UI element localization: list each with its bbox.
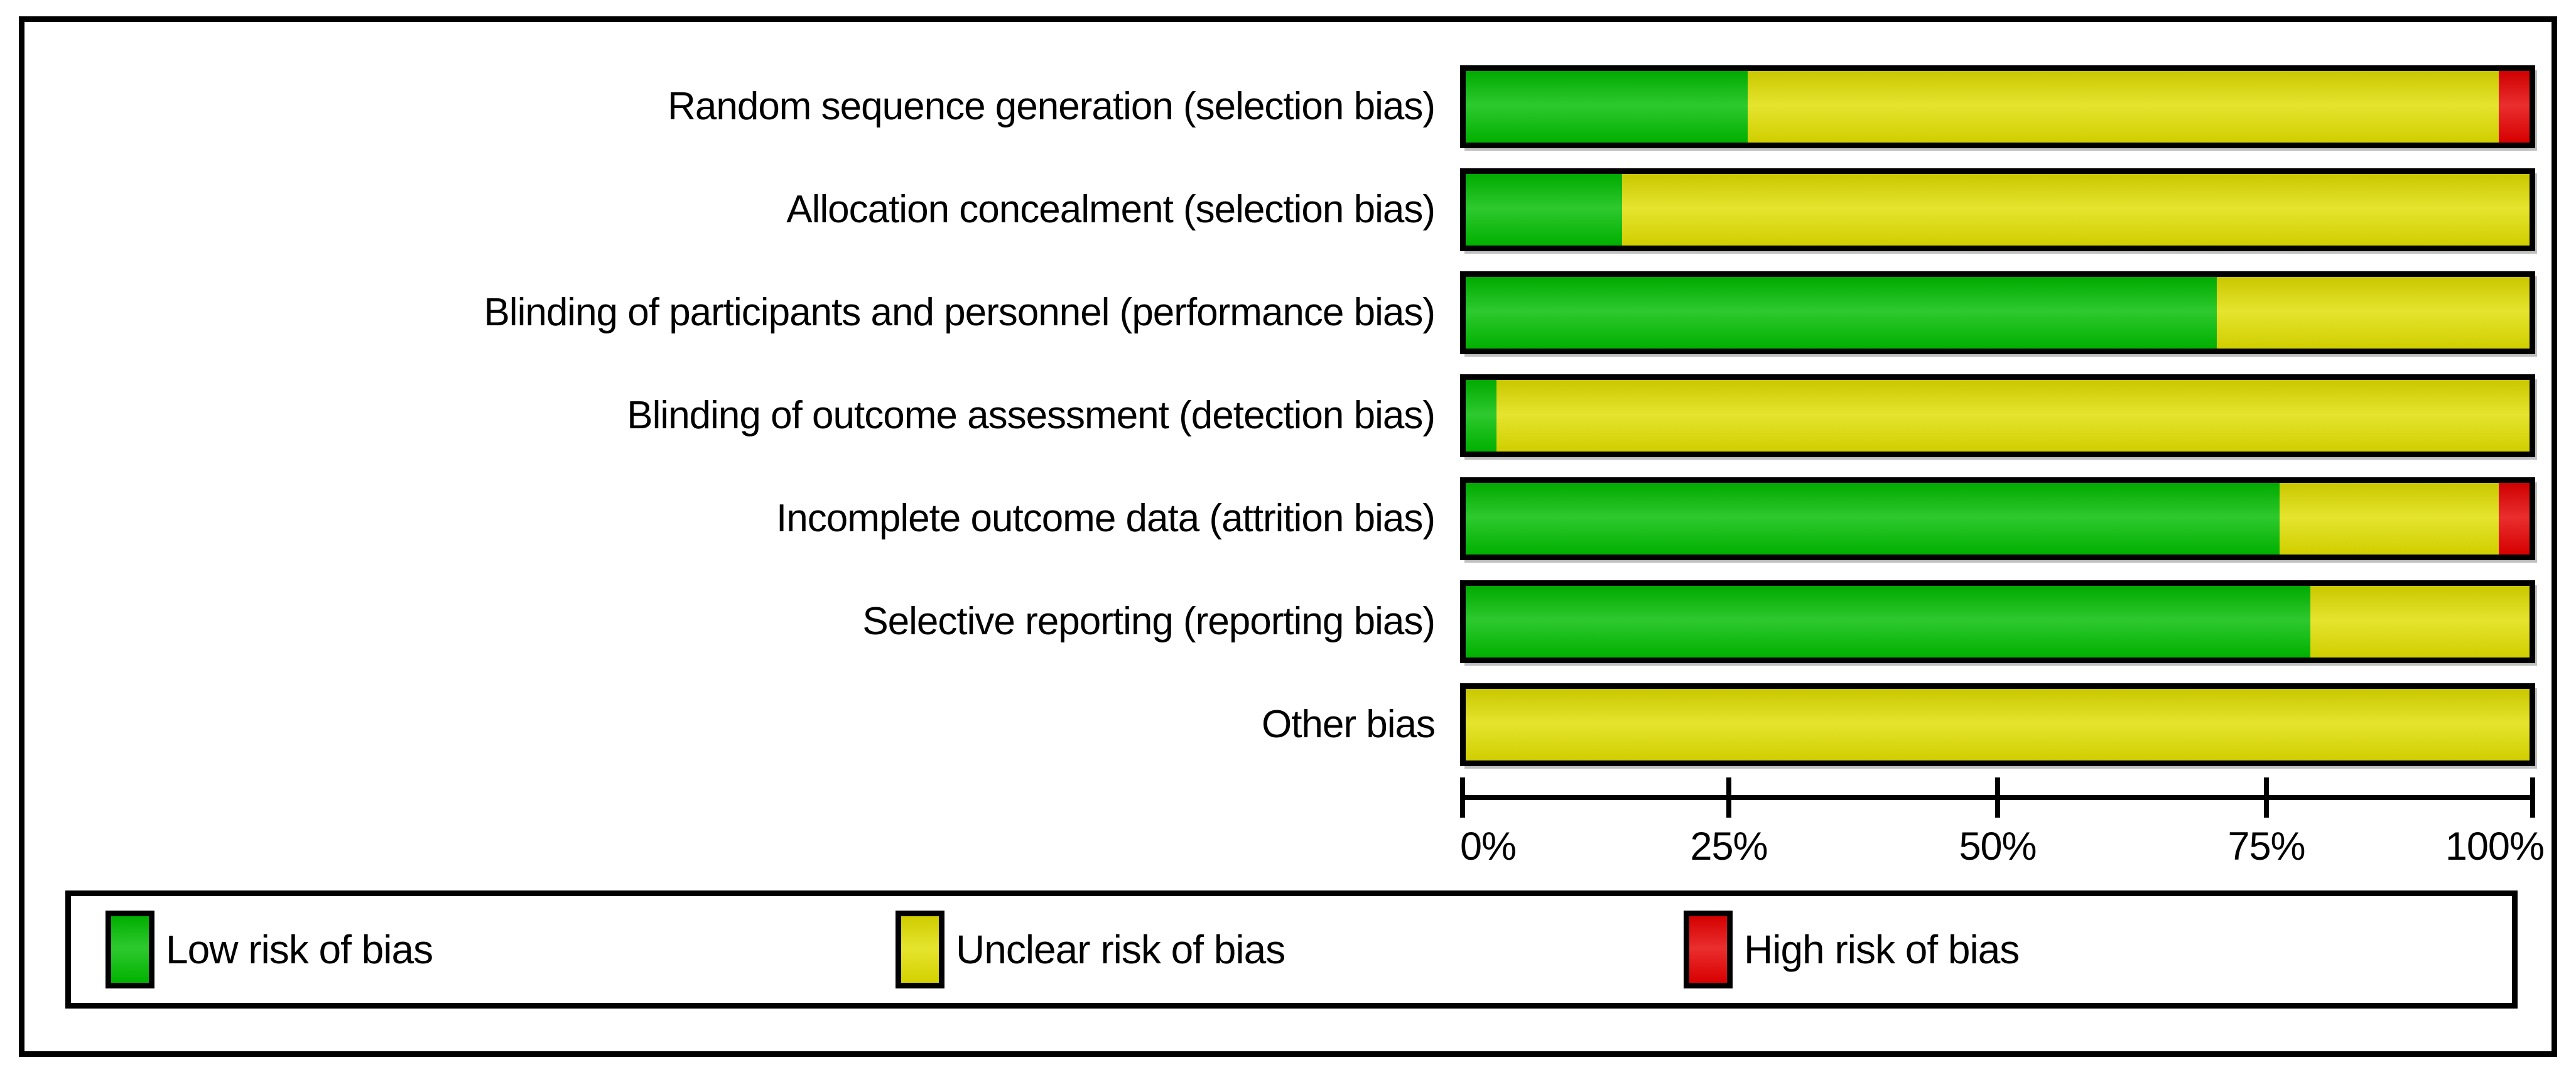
axis-tick-label: 50%	[1959, 825, 2037, 869]
risk-of-bias-chart: Random sequence generation (selection bi…	[0, 55, 2576, 776]
legend-label: High risk of bias	[1744, 927, 2020, 972]
bar-segment-low	[1466, 71, 1748, 143]
legend-swatch-high	[1684, 911, 1733, 988]
bar-segment-unclear	[2216, 277, 2530, 349]
bar-segment-unclear	[1622, 174, 2530, 246]
axis-tick	[2530, 777, 2535, 818]
chart-row: Other bias	[0, 673, 2576, 776]
row-label: Random sequence generation (selection bi…	[668, 84, 1436, 128]
axis-tick-label: 25%	[1690, 825, 1768, 869]
bar-segment-unclear	[1747, 71, 2499, 143]
bar-segment-unclear	[2310, 586, 2530, 658]
bar-segment-unclear	[2279, 483, 2499, 555]
chart-row: Blinding of outcome assessment (detectio…	[0, 364, 2576, 467]
bar-segment-unclear	[1496, 380, 2530, 452]
chart-row: Selective reporting (reporting bias)	[0, 570, 2576, 673]
bar-segment-unclear	[1466, 689, 2530, 760]
row-label: Selective reporting (reporting bias)	[862, 599, 1436, 643]
stacked-bar	[1460, 65, 2535, 148]
bar-segment-high	[2498, 71, 2530, 143]
axis-tick-label: 100%	[2445, 825, 2545, 869]
stacked-bar	[1460, 271, 2535, 354]
row-label: Blinding of participants and personnel (…	[484, 290, 1436, 334]
bar-segment-low	[1466, 586, 2311, 658]
legend-label: Low risk of bias	[166, 927, 433, 972]
row-label: Other bias	[1261, 702, 1436, 746]
legend-item: Low risk of bias	[106, 911, 433, 988]
axis-tick-label: 75%	[2227, 825, 2305, 869]
axis-tick-label: 0%	[1460, 825, 1517, 869]
stacked-bar	[1460, 683, 2535, 766]
stacked-bar	[1460, 168, 2535, 251]
axis-tick	[1460, 777, 1465, 818]
axis-tick	[1726, 777, 1731, 818]
bar-segment-low	[1466, 483, 2280, 555]
row-label: Incomplete outcome data (attrition bias)	[776, 496, 1436, 540]
chart-row: Allocation concealment (selection bias)	[0, 158, 2576, 261]
bar-segment-high	[2498, 483, 2530, 555]
chart-row: Random sequence generation (selection bi…	[0, 55, 2576, 158]
stacked-bar	[1460, 374, 2535, 457]
bar-segment-low	[1466, 277, 2217, 349]
legend-item: Unclear risk of bias	[896, 911, 1285, 988]
x-axis: 0% 25% 50% 75% 100%	[1460, 777, 2545, 890]
row-label: Allocation concealment (selection bias)	[786, 187, 1436, 231]
axis-tick	[1995, 777, 2000, 818]
chart-row: Blinding of participants and personnel (…	[0, 261, 2576, 364]
legend-label: Unclear risk of bias	[956, 927, 1285, 972]
legend: Low risk of bias Unclear risk of bias Hi…	[65, 890, 2518, 1009]
row-label: Blinding of outcome assessment (detectio…	[627, 393, 1436, 437]
stacked-bar	[1460, 580, 2535, 663]
stacked-bar	[1460, 477, 2535, 560]
axis-tick	[2264, 777, 2269, 818]
bar-segment-low	[1466, 380, 1497, 452]
legend-swatch-unclear	[896, 911, 944, 988]
chart-row: Incomplete outcome data (attrition bias)	[0, 467, 2576, 570]
legend-swatch-low	[106, 911, 154, 988]
legend-item: High risk of bias	[1684, 911, 2020, 988]
bar-segment-low	[1466, 174, 1623, 246]
